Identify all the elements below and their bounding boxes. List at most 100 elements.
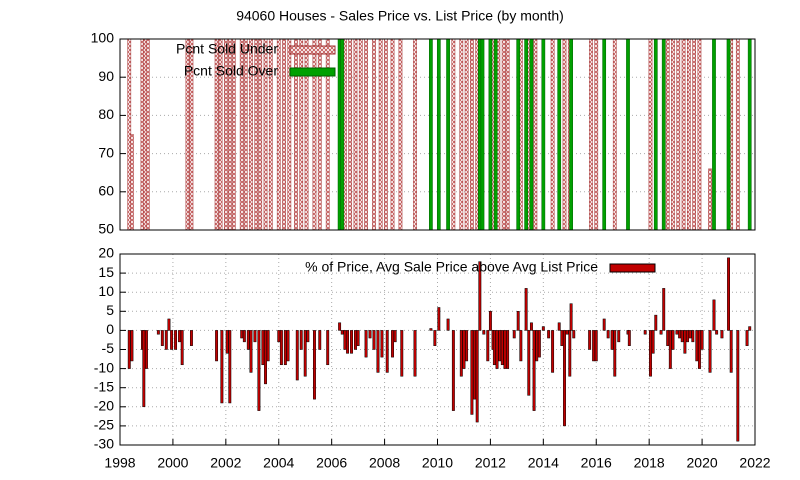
bar [356, 330, 360, 346]
bar [662, 288, 666, 331]
bar [488, 311, 492, 331]
y-tick-label: 70 [98, 144, 114, 160]
x-tick-label: 2004 [263, 455, 294, 471]
bar [651, 330, 655, 354]
bar [726, 38, 731, 231]
bar [429, 328, 433, 331]
y-tick-label: -10 [94, 359, 114, 375]
bar [649, 330, 652, 377]
bar [594, 38, 599, 231]
bar [501, 38, 506, 231]
bar [364, 330, 368, 358]
bar [588, 330, 592, 350]
bar [282, 38, 286, 231]
bar [563, 330, 566, 427]
bar [686, 330, 689, 343]
bar [594, 330, 598, 362]
bar [385, 330, 389, 373]
bar [306, 330, 310, 343]
bar [712, 299, 716, 331]
bar [142, 330, 146, 408]
bar [459, 330, 463, 377]
bar [529, 322, 533, 331]
bar [264, 330, 267, 385]
bar [562, 38, 567, 231]
bar [748, 326, 752, 331]
y-tick-label: 90 [98, 68, 114, 84]
bar [687, 38, 691, 231]
bar [380, 330, 384, 358]
bar [503, 330, 507, 369]
bar [692, 38, 696, 231]
bar [697, 330, 701, 369]
bar [747, 38, 752, 231]
bar [661, 38, 666, 231]
bar [665, 38, 670, 231]
bar [498, 330, 502, 362]
bar [547, 330, 551, 339]
y-tick-label: 15 [98, 264, 114, 280]
bar [688, 330, 692, 339]
bar [313, 330, 316, 400]
bar [413, 38, 417, 231]
bar [156, 330, 160, 335]
x-tick-label: 2020 [687, 455, 718, 471]
bar [246, 330, 250, 350]
bar [364, 38, 368, 231]
y-tick-label: 50 [98, 221, 114, 237]
bar [695, 330, 699, 362]
bar [253, 330, 257, 343]
y-tick-label: 60 [98, 183, 114, 199]
bar [480, 38, 485, 231]
bar [257, 330, 261, 411]
bar [729, 330, 733, 373]
bar [736, 330, 740, 442]
legend-label: % of Price, Avg Sale Price above Avg Lis… [305, 259, 598, 275]
bar [500, 330, 504, 366]
bar [462, 330, 466, 369]
bar [446, 38, 450, 231]
bar [643, 330, 647, 335]
bar [506, 330, 510, 369]
bar [626, 38, 630, 231]
bar [167, 318, 171, 331]
bar [486, 330, 490, 362]
bar [189, 330, 193, 346]
bar [671, 330, 675, 350]
bar [606, 330, 610, 339]
chart-title: 94060 Houses - Sales Price vs. List Pric… [236, 8, 564, 24]
bar [532, 330, 536, 411]
bar [295, 330, 299, 381]
bar [398, 38, 403, 231]
bar [691, 330, 695, 343]
bar [727, 257, 730, 331]
bar [557, 322, 561, 331]
bar [745, 330, 749, 346]
y-tick-label: 5 [106, 302, 114, 318]
bar [266, 330, 270, 362]
bar [465, 330, 469, 362]
bar [145, 330, 148, 369]
bar [541, 326, 545, 331]
bar [671, 38, 675, 231]
bar [666, 330, 670, 346]
y-tick-label: 0 [106, 321, 114, 337]
bar [451, 330, 455, 411]
bar [680, 330, 684, 343]
bar [617, 330, 621, 343]
legend-label: Pcnt Sold Over [184, 63, 278, 79]
bar [715, 330, 719, 335]
bar [178, 330, 181, 343]
bar [343, 330, 347, 350]
bar [340, 330, 344, 335]
bar [400, 330, 404, 377]
bar [353, 38, 358, 231]
bar [505, 38, 510, 231]
bar [478, 261, 482, 331]
bar [164, 330, 168, 350]
bar [516, 38, 521, 231]
bar [348, 38, 353, 231]
bar [220, 330, 224, 404]
bar [459, 38, 464, 231]
x-tick-label: 2002 [210, 455, 241, 471]
